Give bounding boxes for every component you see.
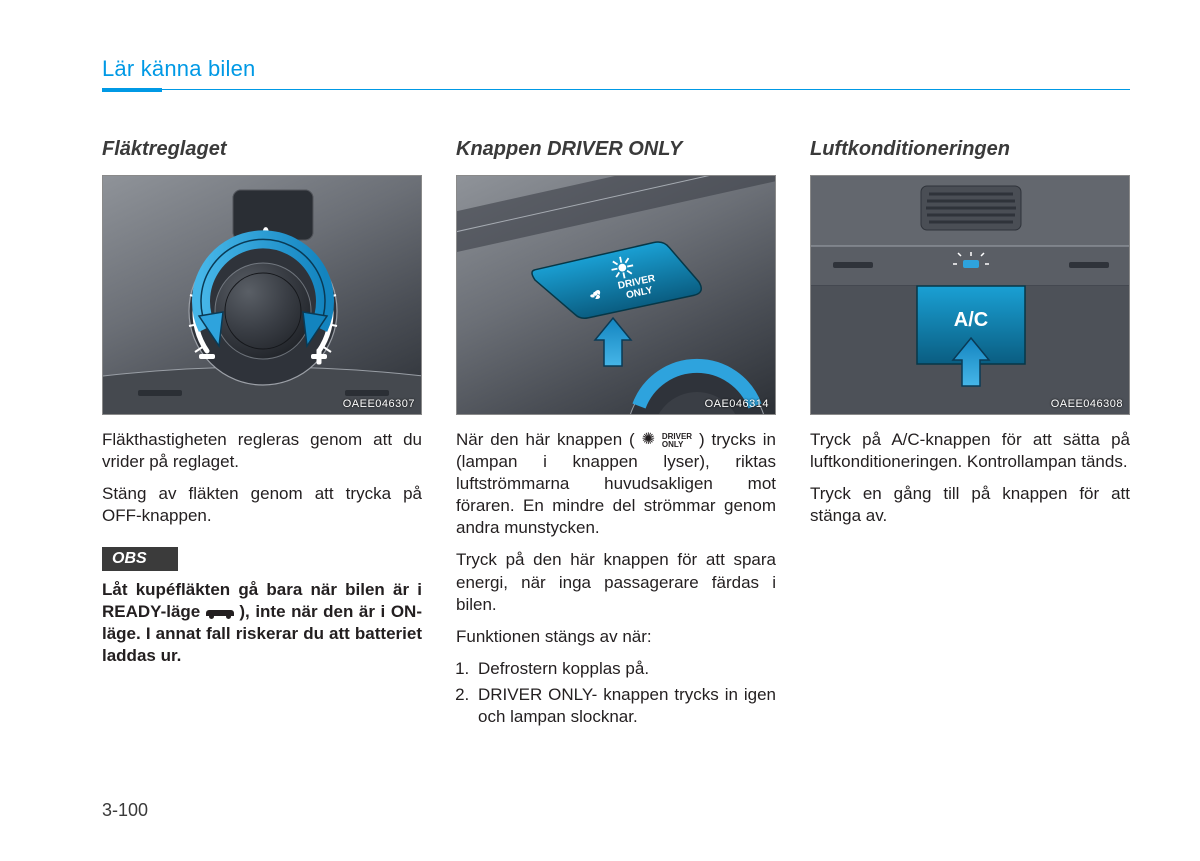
figure-driver-only: DRIVER ONLY OAE046314 — [456, 175, 776, 415]
column-fan-control: Fläktreglaget — [102, 138, 422, 732]
p1a: När den här knappen ( — [456, 430, 642, 449]
column-driver-only: Knappen DRIVER ONLY — [456, 138, 776, 732]
body-text: När den här knappen ( ✺ DRIVERONLY ) try… — [456, 429, 776, 539]
heading-fan: Fläktreglaget — [102, 138, 422, 161]
shutoff-list: Defrostern kopplas på. DRIVER ONLY- knap… — [456, 658, 776, 728]
figure-ac-button: A/C OAEE046308 — [810, 175, 1130, 415]
heading-ac: Luftkonditioneringen — [810, 138, 1130, 161]
list-item: Defrostern kopplas på. — [474, 658, 776, 680]
figure-fan-dial: OAEE046307 — [102, 175, 422, 415]
column-ac: Luftkonditioneringen — [810, 138, 1130, 732]
body-text: Tryck en gång till på knappen för att st… — [810, 483, 1130, 527]
body-text: Tryck på A/C-knappen för att sätta på lu… — [810, 429, 1130, 473]
ac-illustration: A/C — [811, 176, 1130, 415]
figure-code: OAEE046307 — [343, 398, 415, 410]
fan-dial-illustration — [103, 176, 422, 415]
ready-car-icon — [206, 607, 234, 619]
body-text: Fläkthastigheten regleras genom att du v… — [102, 429, 422, 473]
obs-note: Låt kupéfläkten gå bara när bilen är i R… — [102, 579, 422, 666]
page-number: 3-100 — [102, 800, 148, 821]
body-text: Stäng av fläkten genom att trycka på OFF… — [102, 483, 422, 527]
fan-icon: ✺ — [642, 431, 655, 448]
body-text: Funktionen stängs av när: — [456, 626, 776, 648]
driver-only-inline-label: DRIVERONLY — [662, 433, 692, 447]
header-rule — [102, 88, 1110, 90]
list-item: DRIVER ONLY- knappen trycks in igen och … — [474, 684, 776, 728]
section-title: Lär känna bilen — [102, 56, 1110, 82]
figure-code: OAEE046308 — [1051, 398, 1123, 410]
inline-bot: ONLY — [662, 440, 684, 449]
driver-only-illustration: DRIVER ONLY — [457, 176, 776, 415]
figure-code: OAE046314 — [705, 398, 769, 410]
obs-label: OBS — [102, 547, 178, 571]
page-header: Lär känna bilen — [102, 56, 1110, 90]
heading-driver-only: Knappen DRIVER ONLY — [456, 138, 776, 161]
ac-button-label: A/C — [954, 309, 988, 331]
body-text: Tryck på den här knappen för att spara e… — [456, 549, 776, 615]
content-columns: Fläktreglaget — [102, 138, 1110, 732]
